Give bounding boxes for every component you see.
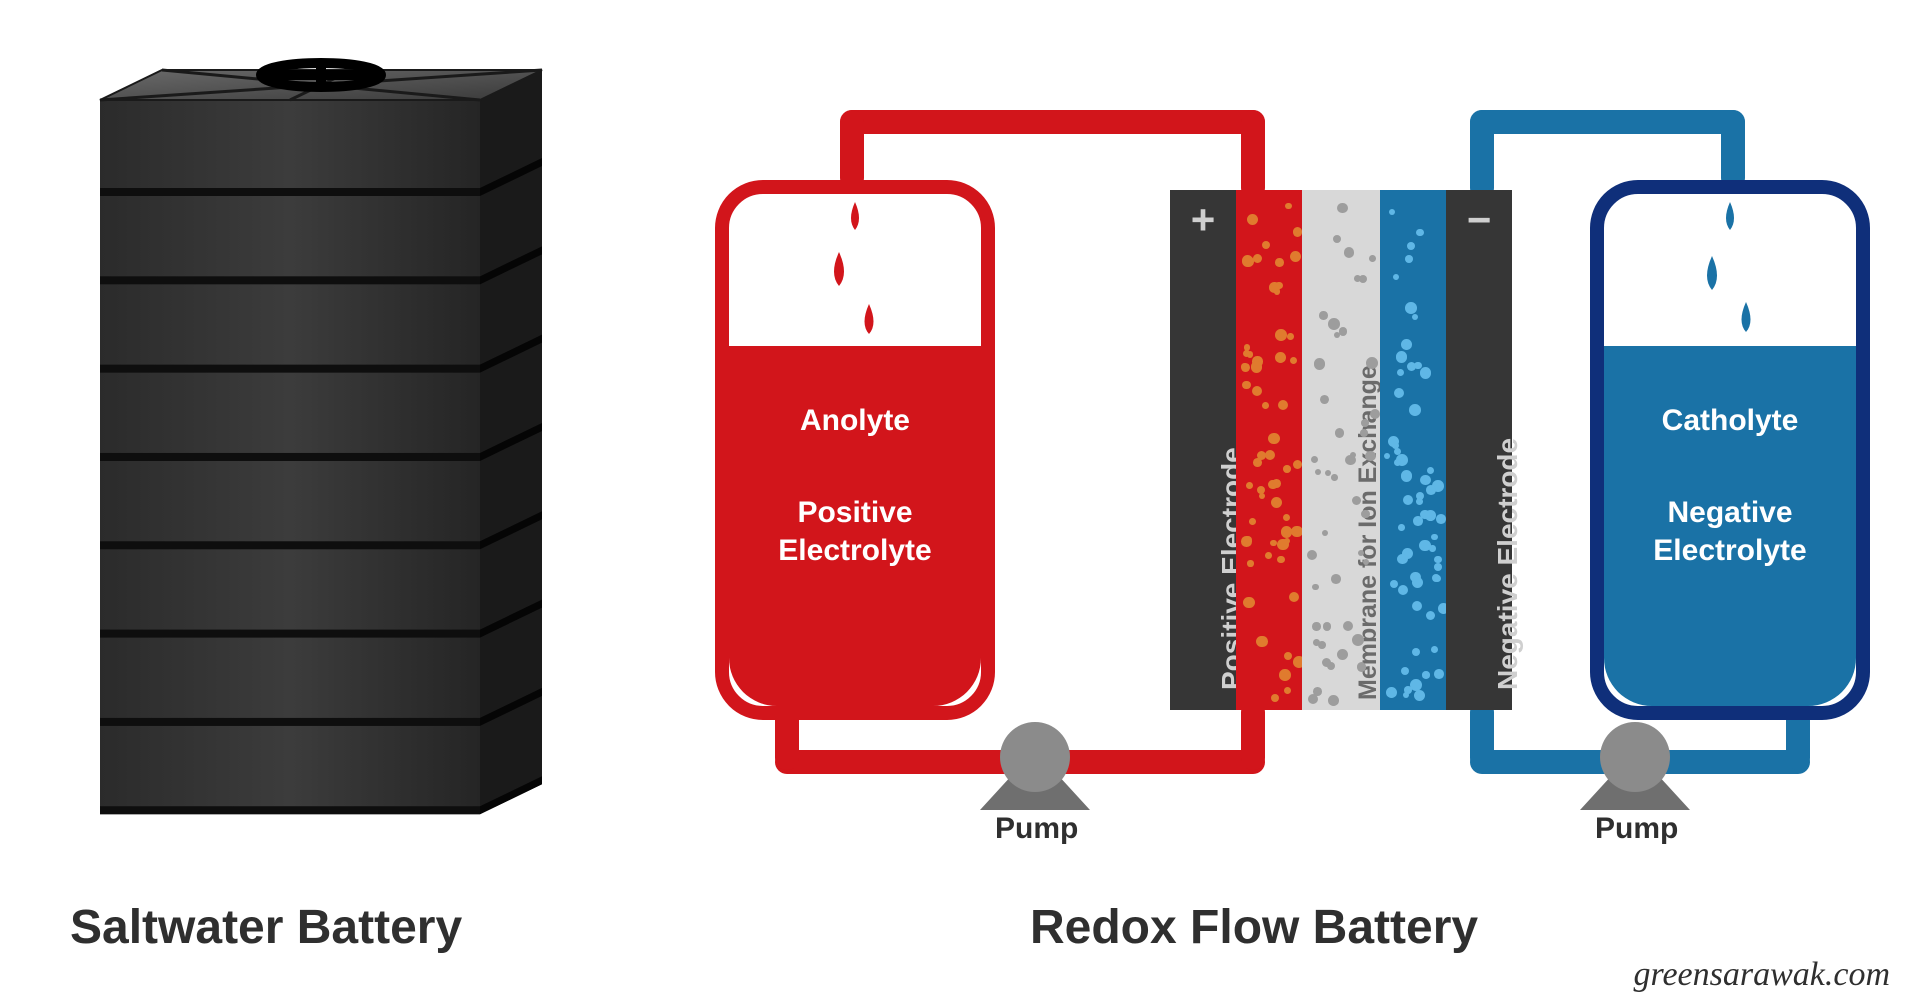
anolyte-label-2: Positive Electrolyte [729,494,981,569]
catholyte-pump-label: Pump [1595,812,1678,846]
anolyte-label-1: Anolyte [729,404,981,438]
catholyte-pipe-down-to-tank [1721,110,1745,190]
catholyte-pipe-down-to-cell [1470,110,1494,200]
negative-fluid [1380,190,1446,710]
anolyte-pipe-down-to-tank [840,110,864,190]
redox-title: Redox Flow Battery [1030,900,1478,955]
negative-electrode-label: Negative Electrode [1492,438,1524,690]
minus-symbol: − [1446,196,1512,244]
anolyte-tank: Anolyte Positive Electrolyte [715,180,995,720]
redox-flow-battery: Anolyte Positive Electrolyte Catholyte N… [700,70,1880,890]
anolyte-pump-label: Pump [995,812,1078,846]
catholyte-pipe-top [1470,110,1745,134]
catholyte-drops [1604,194,1856,354]
catholyte-label-1: Catholyte [1604,404,1856,438]
saltwater-title: Saltwater Battery [70,900,462,955]
negative-electrode: − Negative Electrode [1446,190,1512,710]
catholyte-tank: Catholyte Negative Electrolyte [1590,180,1870,720]
anolyte-pipe-cell-out [1241,700,1265,770]
catholyte-pump-knob [1600,722,1670,792]
catholyte-pipe-cell-out [1470,700,1494,770]
membrane: Membrane for Ion Exchange [1302,190,1380,710]
watermark: greensarawak.com [1633,956,1890,994]
positive-electrode: + Positive Electrode [1170,190,1236,710]
anolyte-pipe-top [840,110,1265,134]
anolyte-drops [729,194,981,354]
positive-fluid [1236,190,1302,710]
anolyte-pump-knob [1000,722,1070,792]
anolyte-pipe-down-to-cell [1241,110,1265,200]
plus-symbol: + [1170,196,1236,244]
catholyte-label-2: Negative Electrolyte [1604,494,1856,569]
saltwater-battery [90,40,530,860]
saltwater-stack-svg [90,40,610,880]
